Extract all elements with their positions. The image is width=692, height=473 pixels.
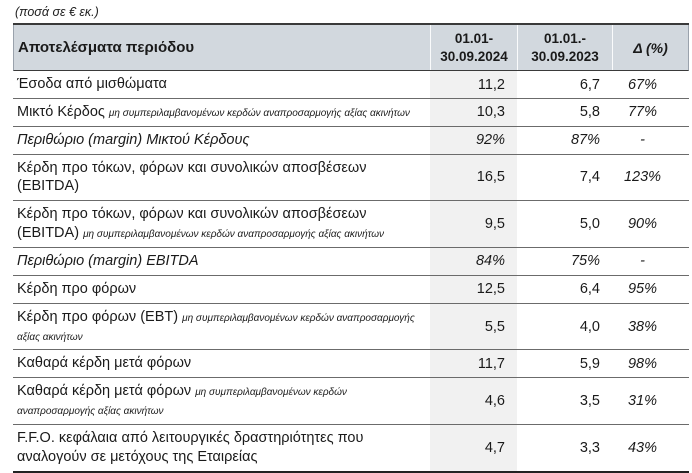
value-2023-cell: 5,0 [579, 216, 600, 233]
row-label-cell: Κέρδη προ τόκων, φόρων και συνολικών απο… [13, 155, 430, 201]
value-2024-cell: 11,2 [430, 71, 517, 98]
value-2023-cell: 87% [570, 132, 600, 149]
units-note: (ποσά σε € εκ.) [15, 5, 99, 19]
delta-percent-cell: 43% [627, 439, 658, 456]
row-label-wrap: Καθαρά κέρδη μετά φόρων μη συμπεριλαμβαν… [17, 382, 422, 420]
row-label-cell: Κέρδη προ φόρων (EBT) μη συμπεριλαμβανομ… [13, 304, 430, 350]
row-label-footnote: μη συμπεριλαμβανομένων κερδών αναπροσαρμ… [83, 229, 385, 241]
table-row: Κέρδη προ φόρων (EBT) μη συμπεριλαμβανομ… [13, 303, 689, 351]
row-label-footnote: μη συμπεριλαμβανομένων κερδών αναπροσαρμ… [108, 107, 410, 119]
row-label-wrap: Κέρδη προ φόρων [17, 280, 136, 299]
value-2024-cell: 92% [430, 126, 517, 154]
row-label-wrap: Περιθώριο (margin) Μικτού Κέρδους [17, 131, 250, 150]
row-label-footnote: μη συμπεριλαμβανομένων κερδών αναπροσαρμ… [17, 387, 347, 418]
row-label: Κέρδη προ φόρων [17, 280, 137, 297]
row-label-cell: Έσοδα από μισθώματα [13, 71, 430, 98]
header-results-period: Αποτελέσματα περιόδου [18, 39, 195, 57]
value-2023-cell: 7,4 [579, 169, 600, 186]
row-label-cell: Κέρδη προ φόρων [13, 276, 430, 303]
row-label: Περιθώριο (margin) EBITDA [17, 253, 199, 269]
value-2024-cell: 9,5 [430, 201, 517, 247]
header-period-2023-line1: 01.01.- [543, 31, 587, 46]
row-label: Κέρδη προ τόκων, φόρων και συνολικών απο… [17, 159, 367, 195]
delta-percent-cell: 31% [627, 393, 658, 410]
row-label: Καθαρά κέρδη μετά φόρων [17, 355, 192, 372]
value-2024-cell: 11,7 [430, 350, 517, 378]
value-2024-cell: 84% [430, 248, 517, 275]
row-label-cell: Καθαρά κέρδη μετά φόρων μη συμπεριλαμβαν… [13, 378, 430, 424]
delta-percent-cell: - [640, 253, 645, 270]
row-label-cell: Περιθώριο (margin) Μικτού Κέρδους [13, 127, 430, 154]
table-row: Περιθώριο (margin) Μικτού Κέρδους 92% 87… [13, 126, 689, 155]
period-results-table: Αποτελέσματα περιόδου 01.01- 30.09.2024 … [13, 23, 689, 473]
row-label-cell: Περιθώριο (margin) EBITDA [13, 248, 430, 275]
row-label-cell: Κέρδη προ τόκων, φόρων και συνολικών απο… [13, 201, 430, 247]
value-2024-cell: 12,5 [430, 275, 517, 303]
delta-percent-cell: 77% [627, 104, 658, 121]
value-2023-cell: 5,9 [579, 355, 600, 372]
row-label: Έσοδα από μισθώματα [17, 76, 167, 93]
row-label: F.F.O. κεφάλαια από λειτουργικές δραστηρ… [17, 429, 364, 465]
row-label-wrap: F.F.O. κεφάλαια από λειτουργικές δραστηρ… [17, 429, 422, 467]
header-period-2023-line2: 30.09.2023 [531, 48, 599, 64]
row-label: Κέρδη προ τόκων, φόρων και συνολικών απο… [17, 206, 367, 242]
value-2023-cell: 4,0 [579, 318, 600, 335]
table-row: Κέρδη προ τόκων, φόρων και συνολικών απο… [13, 154, 689, 202]
value-2024-cell: 5,5 [430, 303, 517, 350]
value-2023-cell: 6,4 [579, 281, 600, 298]
header-period-2024-line1: 01.01- [454, 31, 494, 46]
header-period-2023: 01.01.- 30.09.2023 [517, 25, 612, 71]
delta-percent-cell: 123% [623, 169, 662, 186]
delta-percent-cell: 95% [627, 281, 658, 298]
value-2024-cell: 10,3 [430, 98, 517, 126]
table-row: Έσοδα από μισθώματα 11,2 6,7 67% [13, 71, 689, 99]
row-label-cell: Μικτό Κέρδος μη συμπεριλαμβανομένων κερδ… [13, 99, 430, 126]
row-label-wrap: Μικτό Κέρδος μη συμπεριλαμβανομένων κερδ… [17, 103, 410, 122]
delta-percent-cell: 67% [627, 76, 658, 93]
table-row: Περιθώριο (margin) EBITDA 84% 75% - [13, 248, 689, 276]
table-body: Έσοδα από μισθώματα 11,2 6,7 67% Μικτό Κ… [13, 71, 689, 471]
table-row: Κέρδη προ φόρων 12,5 6,4 95% [13, 275, 689, 304]
table-row: F.F.O. κεφάλαια από λειτουργικές δραστηρ… [13, 424, 689, 471]
row-label-cell: F.F.O. κεφάλαια από λειτουργικές δραστηρ… [13, 425, 430, 471]
table-row: Καθαρά κέρδη μετά φόρων μη συμπεριλαμβαν… [13, 378, 689, 425]
value-2024-cell: 4,6 [430, 378, 517, 424]
header-period-2024-line2: 30.09.2024 [440, 48, 508, 64]
value-2024-cell: 4,7 [430, 424, 517, 471]
delta-percent-cell: 98% [627, 355, 658, 372]
header-period-2024: 01.01- 30.09.2024 [430, 25, 517, 71]
row-label: Καθαρά κέρδη μετά φόρων [17, 383, 192, 400]
value-2024-cell: 16,5 [430, 154, 517, 201]
table-header-row: Αποτελέσματα περιόδου 01.01- 30.09.2024 … [13, 25, 689, 72]
value-2023-cell: 3,5 [579, 393, 600, 410]
delta-percent-cell: 38% [627, 318, 658, 335]
row-label-wrap: Περιθώριο (margin) EBITDA [17, 252, 199, 271]
delta-percent-cell: - [640, 132, 645, 149]
value-2023-cell: 75% [570, 253, 600, 270]
row-label-footnote: μη συμπεριλαμβανομένων κερδών αναπροσαρμ… [17, 312, 415, 343]
row-label-wrap: Κέρδη προ τόκων, φόρων και συνολικών απο… [17, 205, 422, 243]
table-row: Μικτό Κέρδος μη συμπεριλαμβανομένων κερδ… [13, 98, 689, 127]
table-row: Καθαρά κέρδη μετά φόρων 11,7 5,9 98% [13, 350, 689, 379]
value-2023-cell: 6,7 [579, 76, 600, 93]
row-label-wrap: Κέρδη προ φόρων (EBT) μη συμπεριλαμβανομ… [17, 308, 422, 346]
table-row: Κέρδη προ τόκων, φόρων και συνολικών απο… [13, 201, 689, 248]
row-label: Περιθώριο (margin) Μικτού Κέρδους [17, 131, 250, 148]
row-label-cell: Καθαρά κέρδη μετά φόρων [13, 350, 430, 377]
row-label-wrap: Καθαρά κέρδη μετά φόρων [17, 354, 191, 373]
row-label: Κέρδη προ φόρων (EBT) [17, 308, 179, 325]
row-label: Μικτό Κέρδος [17, 103, 105, 120]
value-2023-cell: 5,8 [579, 104, 600, 121]
row-label-wrap: Κέρδη προ τόκων, φόρων και συνολικών απο… [17, 159, 422, 197]
delta-percent-cell: 90% [627, 216, 658, 233]
row-label-wrap: Έσοδα από μισθώματα [17, 75, 167, 94]
value-2023-cell: 3,3 [579, 439, 600, 456]
header-delta-percent: Δ (%) [612, 25, 688, 71]
